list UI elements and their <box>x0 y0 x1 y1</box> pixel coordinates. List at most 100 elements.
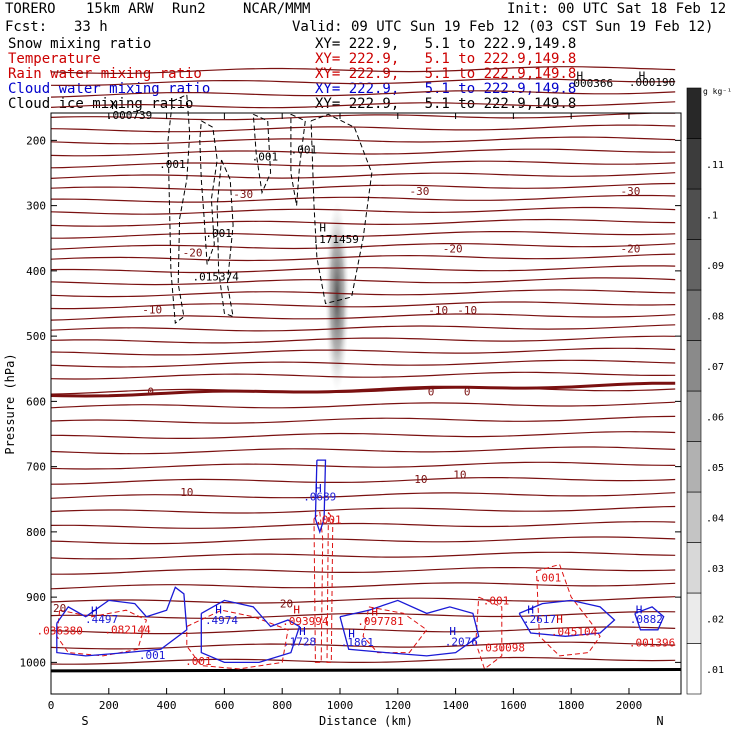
temperature-label: 20 <box>53 602 66 615</box>
colorbar-tick: .11 <box>706 160 724 171</box>
isotherm <box>50 347 676 356</box>
x-tick-label: 400 <box>157 699 177 712</box>
maximum-marker: H <box>215 603 222 616</box>
rain-label: .082144 <box>104 624 151 637</box>
colorbar-tick: .08 <box>706 311 724 322</box>
rain-contour <box>313 511 324 663</box>
colorbar-tick: .06 <box>706 412 724 423</box>
colorbar-swatch <box>686 340 702 392</box>
y-tick-label: 900 <box>26 591 46 604</box>
colorbar-swatch <box>686 239 702 291</box>
isotherm <box>50 505 676 514</box>
plot-frame <box>50 112 682 695</box>
isotherm <box>50 66 676 74</box>
colorbar-tick: .01 <box>706 665 724 676</box>
model-resolution: 15km ARW <box>86 1 154 17</box>
isotherm <box>50 90 676 98</box>
y-tick-label: 500 <box>26 330 46 343</box>
colorbar-swatch <box>686 138 702 190</box>
maximum-marker: H <box>348 628 355 641</box>
maximum-marker: H <box>577 70 584 83</box>
temperature-label: -10 <box>457 304 477 317</box>
maximum-marker: H <box>315 482 322 495</box>
isotherm <box>50 335 676 344</box>
maximum-marker: H <box>527 603 534 616</box>
isotherm <box>50 415 676 424</box>
legend-temperature-xy: XY= 222.9, 5.1 to 222.9,149.8 <box>315 51 577 67</box>
rain-label: .001 <box>185 655 212 668</box>
colorbar-tick: .04 <box>706 513 724 524</box>
isotherm <box>50 611 676 619</box>
snow-ice-label: .000739 <box>106 109 152 122</box>
maximum-marker: H <box>299 625 306 638</box>
x-tick-label: 1600 <box>500 699 527 712</box>
colorbar-swatch <box>686 87 702 139</box>
temperature-label: 10 <box>453 468 466 481</box>
isotherm <box>50 477 676 485</box>
isotherm <box>50 521 676 529</box>
run-label: Run2 <box>172 1 206 17</box>
isotherm <box>50 172 676 179</box>
legend-cloud-ice-xy: XY= 222.9, 5.1 to 222.9,149.8 <box>315 96 577 112</box>
rain-contour <box>56 609 148 657</box>
y-tick-label: 800 <box>26 526 46 539</box>
snow-ice-label: .001 <box>252 151 279 164</box>
rain-contour <box>186 609 289 670</box>
maximum-marker: H <box>91 605 98 618</box>
colorbar-swatch <box>686 188 702 240</box>
cloud-water-contour <box>314 459 327 534</box>
cloud-water-label: .4497 <box>85 613 118 626</box>
isotherm <box>50 218 676 227</box>
isotherm <box>50 582 676 590</box>
x-end-label: N <box>656 714 663 728</box>
colorbar-tick: .07 <box>706 362 724 373</box>
snow-shading <box>325 201 350 392</box>
rain-label: .093994 <box>282 615 329 628</box>
colorbar-swatch <box>686 592 702 644</box>
x-axis-label: Distance (km) <box>319 714 413 728</box>
isotherm <box>50 277 676 286</box>
snow-contour <box>216 159 234 318</box>
legend-temperature: Temperature <box>8 51 101 67</box>
colorbar-swatch <box>686 441 702 493</box>
isotherm <box>50 461 676 470</box>
isotherm <box>50 324 676 332</box>
cloud-water-contour <box>518 599 616 637</box>
cloud-water-label: .2076 <box>445 635 478 648</box>
snow-ice-label: .015374 <box>193 271 240 284</box>
legend-rain-xy: XY= 222.9, 5.1 to 222.9,149.8 <box>315 66 577 82</box>
snow-contour <box>199 120 218 265</box>
cloud-water-label: .0689 <box>303 491 336 504</box>
rain-contour <box>536 563 601 657</box>
y-tick-label: 300 <box>26 200 46 213</box>
cloud-water-label: .001 <box>139 649 166 662</box>
temperature-label: 10 <box>180 486 193 499</box>
rain-label: .001 <box>483 594 510 607</box>
temperature-label: -20 <box>183 247 203 260</box>
maximum-marker: H <box>556 613 563 626</box>
cloud-water-contour <box>634 606 665 631</box>
y-tick-label: 700 <box>26 461 46 474</box>
colorbar-tick: .09 <box>706 261 724 272</box>
rain-label: .030098 <box>479 641 525 654</box>
colorbar-swatch <box>686 289 702 341</box>
maximum-marker: H <box>639 70 646 83</box>
maximum-marker: H <box>371 605 378 618</box>
colorbar-tick: .05 <box>706 463 724 474</box>
isotherm <box>50 78 676 86</box>
cloud-water-label: .1861 <box>341 636 374 649</box>
colorbar-tick: .03 <box>706 564 724 575</box>
maximum-marker: H <box>111 99 118 112</box>
cloud-water-label: .4974 <box>205 614 238 627</box>
colorbar-swatch <box>686 643 702 695</box>
colorbar-tick: .02 <box>706 614 724 625</box>
legend-snow: Snow mixing ratio <box>8 36 152 52</box>
colorbar-swatch <box>686 542 702 594</box>
isotherm <box>50 551 676 560</box>
isotherm <box>50 148 676 157</box>
rain-contour <box>475 596 503 670</box>
cloud-water-contour <box>339 599 480 657</box>
isotherm <box>50 124 676 133</box>
y-tick-label: 200 <box>26 134 46 147</box>
